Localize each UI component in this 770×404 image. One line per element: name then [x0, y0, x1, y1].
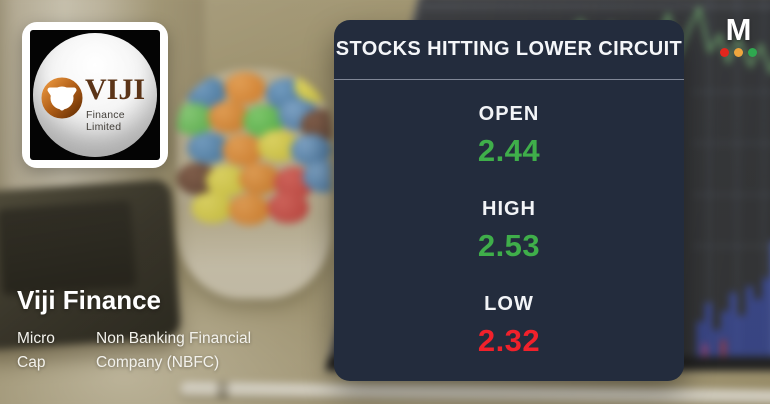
company-logo: VIJI Finance Limited [22, 22, 168, 168]
divider [334, 79, 684, 80]
candy [267, 191, 309, 224]
logo-sphere: VIJI Finance Limited [33, 33, 157, 157]
candy [302, 160, 332, 193]
viji-ring-icon [41, 77, 83, 119]
logo-background: VIJI Finance Limited [30, 30, 160, 160]
green-dot-icon [747, 48, 757, 57]
candy [294, 70, 332, 103]
company-name: Viji Finance [17, 285, 162, 315]
candy [222, 134, 264, 166]
company-meta: Micro Cap Non Banking Financial Company … [17, 327, 288, 375]
stat-low: LOW 2.32 [478, 293, 540, 359]
candy [191, 191, 233, 224]
candy [176, 103, 215, 136]
orange-dot-icon [733, 48, 743, 57]
candy [187, 131, 229, 164]
candy [290, 134, 332, 166]
stat-value: 2.53 [477, 227, 541, 263]
logo-subtext: Finance Limited [86, 109, 125, 133]
stat-open: OPEN 2.44 [478, 103, 540, 169]
candy [207, 101, 250, 133]
card-title: STOCKS HITTING LOWER CIRCUIT [335, 38, 683, 60]
stat-label: LOW [484, 292, 534, 315]
pen-band [217, 382, 229, 398]
logo-wordmark: VIJI [85, 73, 146, 106]
candy [224, 72, 266, 105]
sector: Non Banking Financial Company (NBFC) [96, 330, 252, 371]
phone-screen [0, 200, 137, 296]
stat-high: HIGH 2.53 [478, 198, 540, 264]
m-monogram: M [725, 12, 752, 47]
stat-value: 2.32 [477, 322, 541, 358]
marketfeed-logo: M [714, 14, 762, 57]
market-cap: Micro Cap [17, 330, 55, 371]
red-dot-icon [719, 48, 729, 57]
stat-label: HIGH [482, 197, 536, 220]
jar-base [176, 218, 332, 299]
stat-value: 2.44 [477, 132, 541, 168]
company-info: Viji Finance Micro Cap Non Banking Finan… [17, 285, 288, 375]
logo-dots [714, 48, 762, 57]
stats-card: STOCKS HITTING LOWER CIRCUIT OPEN 2.44 H… [334, 20, 684, 381]
candy-jar [176, 68, 332, 299]
candy [238, 162, 280, 195]
stat-label: OPEN [478, 102, 540, 125]
stats-list: OPEN 2.44 HIGH 2.53 LOW 2.32 [334, 80, 684, 381]
